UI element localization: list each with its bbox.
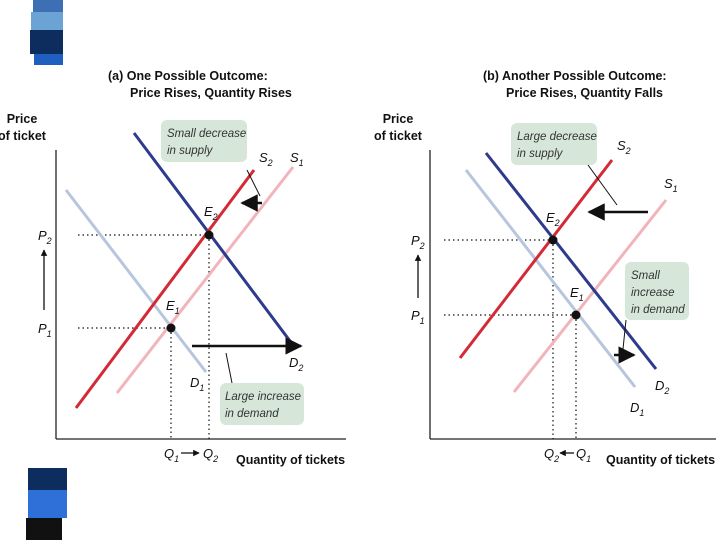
panel-a-demand-note-line1: Large increase (225, 391, 301, 403)
panel-a-q2-label: Q2 (203, 446, 218, 464)
panel-b-d1-label: D1 (630, 400, 644, 418)
panel-b-q1-label: Q1 (576, 446, 591, 464)
panel-a: (a) One Possible Outcome: Price Rises, Q… (0, 69, 346, 467)
panel-b-e2-label: E2 (546, 210, 560, 228)
panel-a-e1-label: E1 (166, 298, 180, 316)
panel-a-e2-label: E2 (204, 204, 218, 222)
panel-a-e1-point (166, 323, 176, 333)
panel-a-title-line1: (a) One Possible Outcome: (108, 69, 268, 83)
panel-a-x-axis-label: Quantity of tickets (236, 453, 345, 467)
panel-a-s1-label: S1 (290, 150, 304, 168)
panel-a-p2-label: P2 (38, 228, 52, 246)
panel-b-supply-note-box (511, 123, 597, 165)
panel-a-demand-note-line2: in demand (225, 408, 279, 420)
panel-b-title-line2: Price Rises, Quantity Falls (506, 86, 663, 100)
panel-b-e1-label: E1 (570, 285, 584, 303)
panel-b-y-axis-label-line2: of ticket (374, 129, 423, 143)
panel-b-supply-note-line2: in supply (517, 148, 564, 160)
panel-b-s1-label: S1 (664, 176, 678, 194)
panel-b: (b) Another Possible Outcome: Price Rise… (374, 69, 716, 467)
panel-a-supply-note-line2: in supply (167, 145, 214, 157)
panel-a-supply-note-leader (246, 169, 261, 197)
panel-b-title-line1: (b) Another Possible Outcome: (483, 69, 667, 83)
panel-b-e1-point (571, 310, 581, 320)
panel-a-d2-curve (132, 132, 295, 346)
decor-bar-top-3 (30, 30, 63, 54)
panel-a-demand-note-box (220, 383, 304, 425)
panel-b-p2-label: P2 (411, 233, 425, 251)
panel-b-y-axis-label-line1: Price (383, 112, 414, 126)
panel-a-s2-label: S2 (259, 150, 273, 168)
panel-a-supply-note-line1: Small decrease (167, 128, 246, 140)
panel-a-p1-label: P1 (38, 321, 52, 339)
panel-b-demand-note-line3: in demand (631, 304, 685, 316)
panel-b-demand-note-box (625, 262, 689, 320)
panel-b-s2-label: S2 (617, 138, 631, 156)
panel-a-d1-curve (64, 189, 208, 373)
panel-b-demand-note-line2: increase (631, 287, 674, 299)
panel-b-s2-curve (458, 159, 614, 359)
panel-b-s1-curve (512, 199, 668, 393)
panel-b-supply-note-leader (587, 164, 618, 206)
panel-b-d2-curve (484, 152, 658, 370)
panel-a-y-axis-label-line2: of ticket (0, 129, 47, 143)
panel-a-s1-curve (115, 166, 295, 394)
decor-bar-top-4 (34, 54, 63, 65)
panel-a-demand-note-leader (225, 352, 233, 384)
panel-a-title-line2: Price Rises, Quantity Rises (130, 86, 292, 100)
decor-bar-bottom-2 (28, 490, 67, 518)
panel-b-q2-label: Q2 (544, 446, 559, 464)
panel-b-demand-note-leader (622, 319, 627, 350)
decor-bar-top-1 (33, 0, 63, 12)
panel-a-y-axis-label-line1: Price (7, 112, 38, 126)
panel-a-e2-point (204, 230, 214, 240)
panel-b-p1-label: P1 (411, 308, 425, 326)
panel-a-supply-note-box (161, 120, 247, 162)
panel-b-d2-label: D2 (655, 378, 669, 396)
decor-bar-bottom-1 (28, 468, 67, 490)
panel-a-q1-label: Q1 (164, 446, 179, 464)
panel-b-demand-note-line1: Small (631, 270, 660, 282)
panel-a-d1-label: D1 (190, 375, 204, 393)
panel-b-x-axis-label: Quantity of tickets (606, 453, 715, 467)
decor-bar-bottom-3 (26, 518, 62, 540)
panel-a-s2-curve (74, 169, 256, 409)
panel-b-supply-note-line1: Large decrease (517, 131, 597, 143)
panel-b-e2-point (548, 235, 558, 245)
panel-a-d2-label: D2 (289, 355, 303, 373)
panel-b-d1-curve (464, 169, 637, 388)
decor-bar-top-2 (31, 12, 63, 30)
